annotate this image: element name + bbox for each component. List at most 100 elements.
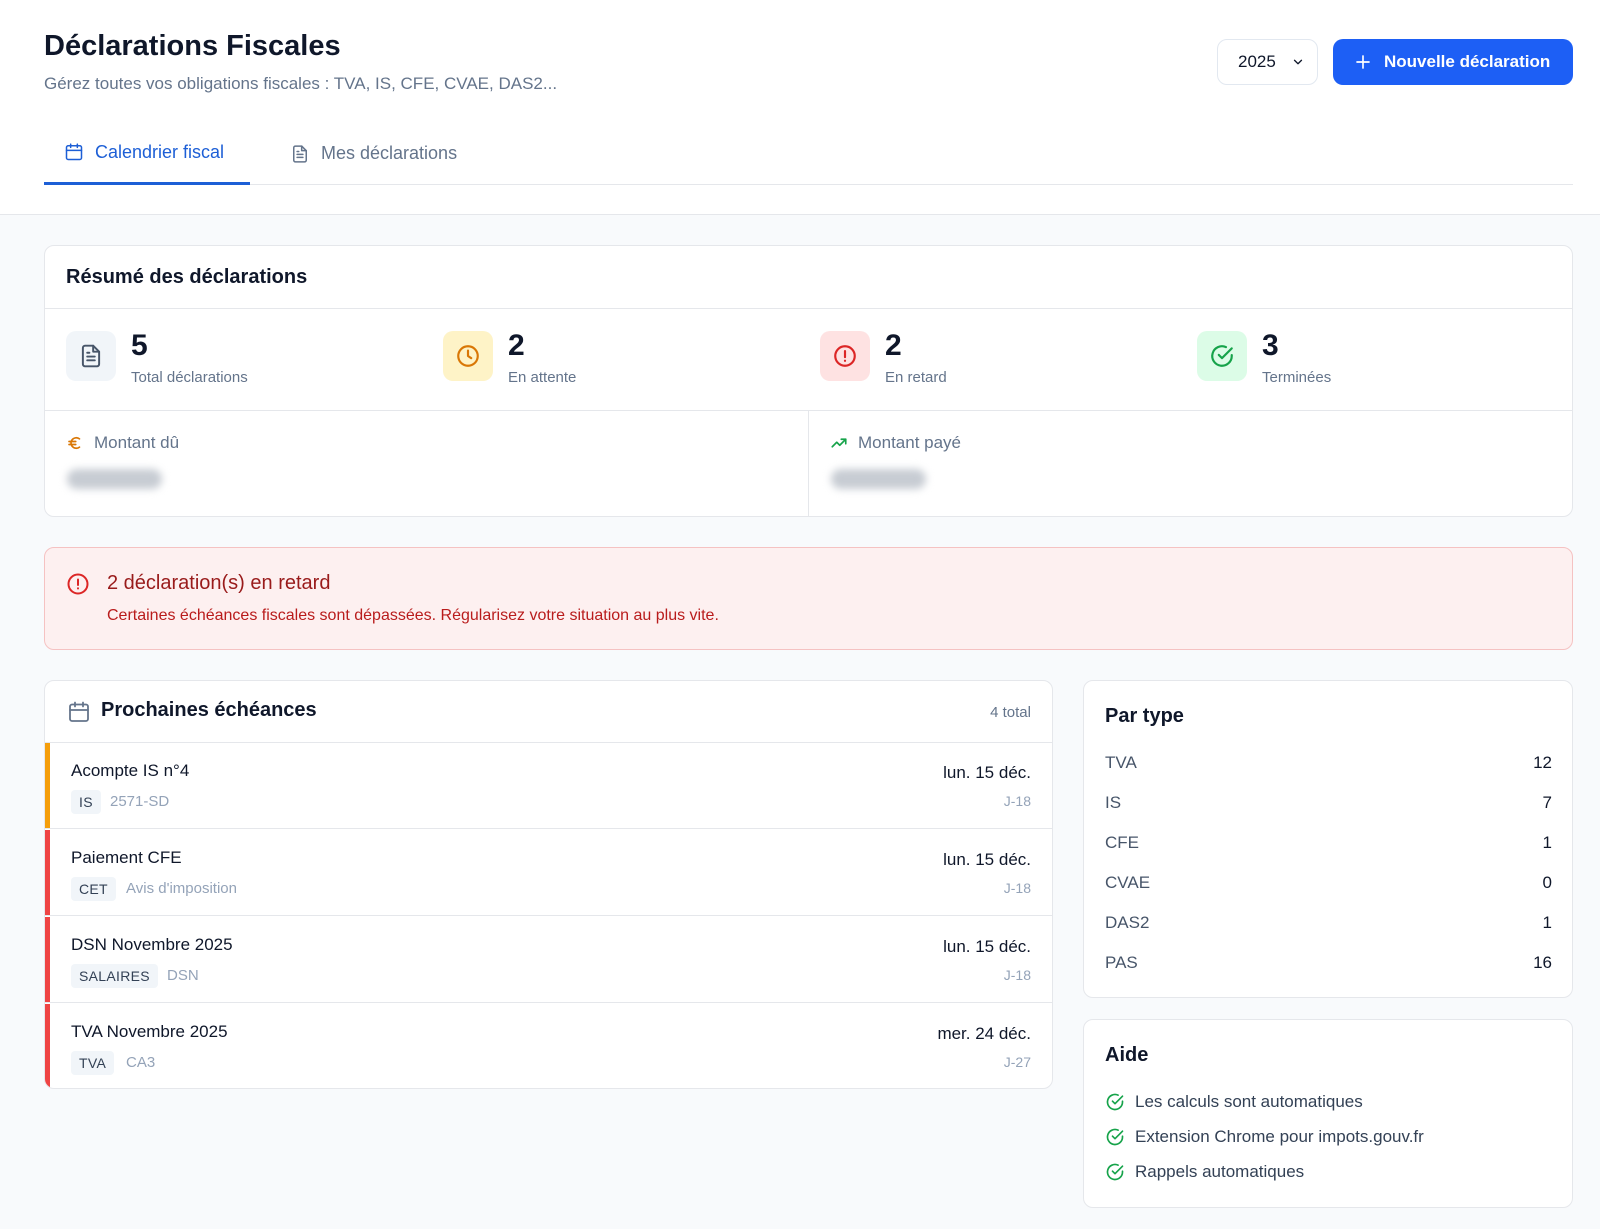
year-select[interactable]: 2025 [1217, 39, 1318, 85]
deadline-date: lun. 15 déc. [943, 763, 1031, 782]
deadline-relative: J-18 [1003, 967, 1031, 983]
amount-paid-value-blurred [831, 469, 926, 489]
type-name: DAS2 [1105, 913, 1150, 932]
summary-card: Résumé des déclarations 5 Total déclarat… [44, 245, 1573, 517]
deadline-date: mer. 24 déc. [937, 1024, 1031, 1043]
check-circle-icon [1106, 1093, 1124, 1111]
help-item-text: Les calculs sont automatiques [1135, 1092, 1363, 1111]
euro-icon [68, 436, 81, 450]
deadline-tag: IS [71, 790, 101, 814]
by-type-title: Par type [1105, 705, 1184, 727]
status-bar [45, 1004, 50, 1088]
deadline-name: TVA Novembre 2025 [71, 1022, 228, 1041]
amount-paid: Montant payé [809, 411, 1573, 517]
summary-title: Résumé des déclarations [66, 266, 308, 288]
deadline-name: DSN Novembre 2025 [71, 935, 233, 954]
stat-label: En attente [508, 369, 577, 386]
status-bar [45, 743, 50, 828]
stat-completed: 3 Terminées [1197, 329, 1527, 391]
plus-icon [1356, 55, 1370, 69]
tab-bar: Calendrier fiscal Mes déclarations [44, 122, 1573, 185]
calendar-icon [69, 701, 89, 722]
amount-due: Montant dû [45, 411, 808, 517]
stat-icon-box [443, 331, 493, 381]
stat-label: Total déclarations [131, 369, 248, 386]
deadline-tag: SALAIRES [71, 964, 158, 988]
deadline-date: lun. 15 déc. [943, 850, 1031, 869]
stat-label: Terminées [1262, 369, 1332, 386]
by-type-row: TVA 12 [1105, 753, 1552, 777]
stat-icon-box [1197, 331, 1247, 381]
type-count: 7 [1542, 793, 1552, 812]
check-circle-icon [1211, 345, 1233, 367]
by-type-row: CVAE 0 [1105, 873, 1552, 897]
type-count: 1 [1542, 913, 1552, 932]
deadline-form: Avis d'imposition [126, 880, 237, 897]
help-item: Rappels automatiques [1105, 1162, 1304, 1182]
type-count: 1 [1542, 833, 1552, 852]
deadline-relative: J-27 [1003, 1054, 1031, 1070]
amount-due-label: Montant dû [94, 433, 180, 452]
alert-text: Certaines échéances fiscales sont dépass… [107, 607, 719, 624]
by-type-card: Par type TVA 12 IS 7 CFE 1 CVAE 0 DAS2 1 PAS 1… [1083, 680, 1573, 998]
document-icon [81, 344, 101, 368]
amount-paid-label: Montant payé [858, 433, 962, 452]
help-item: Les calculs sont automatiques [1105, 1092, 1363, 1112]
type-name: PAS [1105, 953, 1138, 972]
deadlines-count: 4 total [990, 704, 1031, 721]
type-name: CVAE [1105, 873, 1151, 892]
help-item-text: Extension Chrome pour impots.gouv.fr [1135, 1127, 1424, 1146]
help-item: Extension Chrome pour impots.gouv.fr [1105, 1127, 1424, 1147]
check-circle-icon [1106, 1163, 1124, 1181]
help-item-text: Rappels automatiques [1135, 1162, 1305, 1181]
amount-due-value-blurred [67, 469, 162, 489]
deadline-tag: CET [71, 877, 116, 901]
deadline-relative: J-18 [1003, 793, 1031, 809]
alert-title: 2 déclaration(s) en retard [107, 572, 331, 594]
help-title: Aide [1105, 1044, 1149, 1066]
calendar-icon [65, 143, 83, 161]
status-bar [45, 830, 50, 915]
type-count: 12 [1533, 753, 1552, 772]
deadlines-title: Prochaines échéances [101, 699, 317, 721]
by-type-row: DAS2 1 [1105, 913, 1552, 937]
deadline-row[interactable]: Paiement CFE CET Avis d'imposition lun. … [45, 830, 1052, 916]
late-alert: 2 déclaration(s) en retard Certaines éch… [44, 547, 1573, 650]
status-bar [45, 917, 50, 1002]
new-declaration-label: Nouvelle déclaration [1384, 52, 1551, 71]
type-count: 16 [1533, 953, 1552, 972]
divider [45, 410, 1572, 411]
type-name: TVA [1105, 753, 1137, 772]
deadlines-card: Prochaines échéances 4 total Acompte IS … [44, 680, 1053, 1089]
stat-pending: 2 En attente [443, 329, 773, 391]
check-circle-icon [1106, 1128, 1124, 1146]
stat-total: 5 Total déclarations [66, 329, 396, 391]
divider [808, 411, 809, 517]
deadlines-header: Prochaines échéances 4 total [45, 681, 1052, 743]
deadline-row[interactable]: Acompte IS n°4 IS 2571-SD lun. 15 déc. J… [45, 743, 1052, 829]
deadline-form: DSN [167, 967, 199, 984]
type-count: 0 [1542, 873, 1552, 892]
tab-fiscal-calendar[interactable]: Calendrier fiscal [44, 122, 250, 185]
deadline-form: CA3 [126, 1054, 156, 1071]
tab-my-declarations[interactable]: Mes déclarations [290, 122, 457, 185]
by-type-row: PAS 16 [1105, 953, 1552, 977]
new-declaration-button[interactable]: Nouvelle déclaration [1333, 39, 1573, 85]
divider [45, 308, 1572, 309]
page-subtitle: Gérez toutes vos obligations fiscales : … [44, 74, 558, 93]
clock-icon [457, 345, 479, 367]
page-title: Déclarations Fiscales [44, 30, 341, 62]
deadline-row[interactable]: DSN Novembre 2025 SALAIRES DSN lun. 15 d… [45, 917, 1052, 1003]
deadline-name: Acompte IS n°4 [71, 761, 190, 780]
deadline-row[interactable]: TVA Novembre 2025 TVA CA3 mer. 24 déc. J… [45, 1004, 1052, 1088]
by-type-row: IS 7 [1105, 793, 1552, 817]
tab-label: Calendrier fiscal [95, 141, 225, 162]
stat-icon-box [66, 331, 116, 381]
stat-value: 5 [131, 329, 148, 362]
stat-icon-box [820, 331, 870, 381]
page-header: Déclarations Fiscales Gérez toutes vos o… [0, 0, 1600, 215]
stat-late: 2 En retard [820, 329, 1150, 391]
type-name: IS [1105, 793, 1122, 812]
help-card: Aide Les calculs sont automatiques Exten… [1083, 1019, 1573, 1208]
by-type-row: CFE 1 [1105, 833, 1552, 857]
